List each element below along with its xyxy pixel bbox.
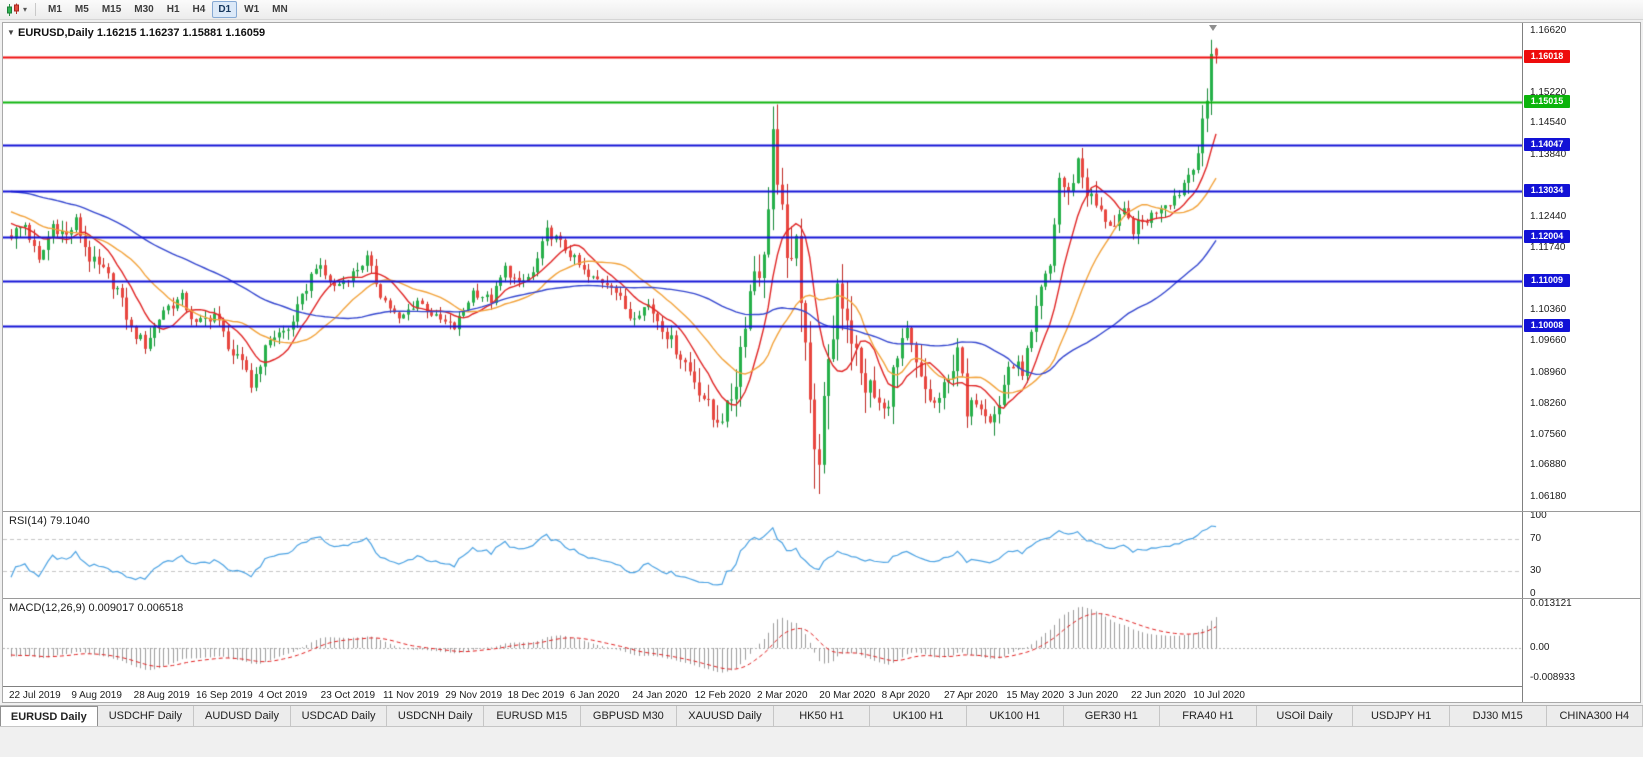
rsi-axis-tick: 30	[1530, 564, 1542, 576]
chart-title: EURUSD,Daily 1.16215 1.16237 1.15881 1.1…	[18, 27, 266, 39]
price-axis[interactable]: 1.16620 1.15220 1.14540 1.13840 1.12440 1.117…	[1522, 23, 1640, 702]
price-level-label: 1.10008	[1524, 318, 1570, 332]
candlestick-chart-icon[interactable]	[4, 2, 22, 18]
macd-panel-splitter[interactable]	[3, 598, 1640, 599]
price-axis-tick: 1.09660	[1530, 335, 1567, 347]
timeframe-button-m5[interactable]: M5	[74, 4, 89, 15]
chart-tab-fra40-h1[interactable]: FRA40 H1	[1160, 706, 1257, 726]
timeframe-button-m1[interactable]: M1	[48, 4, 62, 15]
timeframe-button-d1[interactable]: D1	[212, 1, 238, 18]
chart-tab-china300-h4[interactable]: CHINA300 H4	[1547, 706, 1643, 726]
chart-window: ▼ EURUSD,Daily 1.16215 1.16237 1.15881 1…	[2, 22, 1641, 703]
date-axis-label: 22 Jun 2020	[1130, 690, 1186, 701]
date-axis-label: 24 Jan 2020	[632, 690, 688, 701]
macd-canvas[interactable]	[3, 599, 1522, 686]
chart-tab-audusd-daily[interactable]: AUDUSD Daily	[194, 706, 291, 726]
rsi-axis-tick: 70	[1530, 533, 1542, 545]
date-axis-label: 9 Aug 2019	[71, 690, 122, 701]
chart-tabs: EURUSD Daily USDCHF Daily AUDUSD Daily USDC…	[0, 705, 1643, 727]
price-axis-tick: 1.14540	[1530, 117, 1567, 129]
price-level-label: 1.15015	[1524, 95, 1570, 109]
rsi-axis-tick: 0	[1530, 588, 1536, 599]
date-axis-label: 8 Apr 2020	[881, 690, 930, 701]
date-axis-label: 16 Sep 2019	[195, 690, 253, 701]
rsi-axis-tick: 100	[1530, 510, 1547, 521]
rsi-panel-splitter[interactable]	[3, 511, 1640, 512]
date-axis-label: 29 Nov 2019	[445, 690, 503, 701]
chart-tab-eurusd-daily[interactable]: EURUSD Daily	[0, 706, 98, 726]
macd-axis-tick: 0.00	[1530, 642, 1550, 653]
date-axis-label: 11 Nov 2019	[382, 690, 439, 701]
price-axis-tick: 1.06880	[1530, 459, 1567, 471]
chart-tab-xauusd-daily[interactable]: XAUUSD Daily	[677, 706, 774, 726]
date-axis-label: 4 Oct 2019	[258, 690, 308, 701]
date-axis[interactable]: 22 Jul 2019 9 Aug 2019 28 Aug 2019 16 Sep 2…	[3, 686, 1522, 702]
chevron-down-icon[interactable]: ▾	[23, 5, 28, 14]
price-axis-tick: 1.11740	[1530, 242, 1566, 254]
chart-tab-usdcnh-daily[interactable]: USDCNH Daily	[387, 706, 484, 726]
price-axis-tick: 1.13840	[1530, 148, 1567, 160]
timeframe-button-m15[interactable]: M15	[101, 4, 122, 15]
chart-tab-uk100-h1[interactable]: UK100 H1	[967, 706, 1064, 726]
chart-tab-usdchf-daily[interactable]: USDCHF Daily	[98, 706, 195, 726]
price-axis-tick: 1.07560	[1530, 429, 1567, 441]
price-level-label: 1.12004	[1524, 229, 1570, 243]
macd-label: MACD(12,26,9) 0.009017 0.006518	[9, 602, 184, 614]
chart-tab-hk50-h1[interactable]: HK50 H1	[774, 706, 871, 726]
chart-tab-usdjpy-h1[interactable]: USDJPY H1	[1353, 706, 1450, 726]
price-axis-tick: 1.08960	[1530, 366, 1567, 378]
price-axis-tick: 1.15220	[1530, 87, 1567, 99]
price-level-label: 1.13034	[1524, 183, 1570, 197]
timeframe-buttons: M1 M5 M15 M30 H1 H4 D1 W1 MN	[42, 1, 294, 18]
timeframe-button-w1[interactable]: W1	[244, 4, 260, 15]
timeframe-button-h4[interactable]: H4	[192, 4, 206, 15]
chart-tab-eurusd-m15[interactable]: EURUSD M15	[484, 706, 581, 726]
main-chart-canvas[interactable]	[3, 23, 1522, 511]
chart-tab-uk100-h1[interactable]: UK100 H1	[870, 706, 967, 726]
date-axis-label: 20 Mar 2020	[819, 690, 876, 701]
date-axis-label: 15 May 2020	[1006, 690, 1065, 701]
date-axis-label: 27 Apr 2020	[943, 690, 998, 701]
chart-tab-dj30-m15[interactable]: DJ30 M15	[1450, 706, 1547, 726]
price-axis-tick: 1.06180	[1530, 490, 1567, 502]
chart-tab-gbpusd-m30[interactable]: GBPUSD M30	[581, 706, 678, 726]
price-level-label: 1.11009	[1524, 274, 1570, 288]
date-axis-label: 22 Jul 2019	[9, 690, 61, 701]
price-axis-tick: 1.08260	[1530, 397, 1567, 409]
chart-shift-marker	[1209, 25, 1217, 31]
date-axis-label: 3 Jun 2020	[1068, 690, 1119, 701]
rsi-label: RSI(14) 79.1040	[9, 515, 90, 527]
timeframe-button-mn[interactable]: MN	[272, 4, 288, 15]
price-axis-tick: 1.16620	[1530, 24, 1567, 36]
macd-axis-tick: -0.008933	[1530, 672, 1576, 683]
date-axis-label: 18 Dec 2019	[507, 690, 565, 701]
one-click-trading-arrow[interactable]: ▼	[7, 28, 15, 37]
price-level-label: 1.16018	[1524, 50, 1570, 64]
date-axis-label: 12 Feb 2020	[694, 690, 751, 701]
date-axis-label: 28 Aug 2019	[133, 690, 190, 701]
rsi-canvas[interactable]	[3, 512, 1522, 598]
top-toolbar: ▾ M1 M5 M15 M30 H1 H4 D1 W1 MN	[0, 0, 1643, 20]
date-axis-label: 23 Oct 2019	[320, 690, 376, 701]
price-axis-tick: 1.10360	[1530, 304, 1567, 316]
timeframe-button-m30[interactable]: M30	[134, 4, 154, 15]
toolbar-separator	[35, 3, 37, 16]
date-axis-label: 10 Jul 2020	[1193, 690, 1245, 701]
date-axis-label: 2 Mar 2020	[756, 690, 808, 701]
chart-tab-ger30-h1[interactable]: GER30 H1	[1064, 706, 1161, 726]
price-axis-tick: 1.12440	[1530, 211, 1567, 223]
chart-tab-usdcad-daily[interactable]: USDCAD Daily	[291, 706, 388, 726]
price-level-label: 1.14047	[1524, 138, 1570, 152]
timeframe-button-h1[interactable]: H1	[166, 4, 180, 15]
chart-tab-usoil-daily[interactable]: USOil Daily	[1257, 706, 1354, 726]
macd-axis-tick: 0.013121	[1530, 597, 1572, 609]
date-axis-label: 6 Jan 2020	[569, 690, 620, 701]
